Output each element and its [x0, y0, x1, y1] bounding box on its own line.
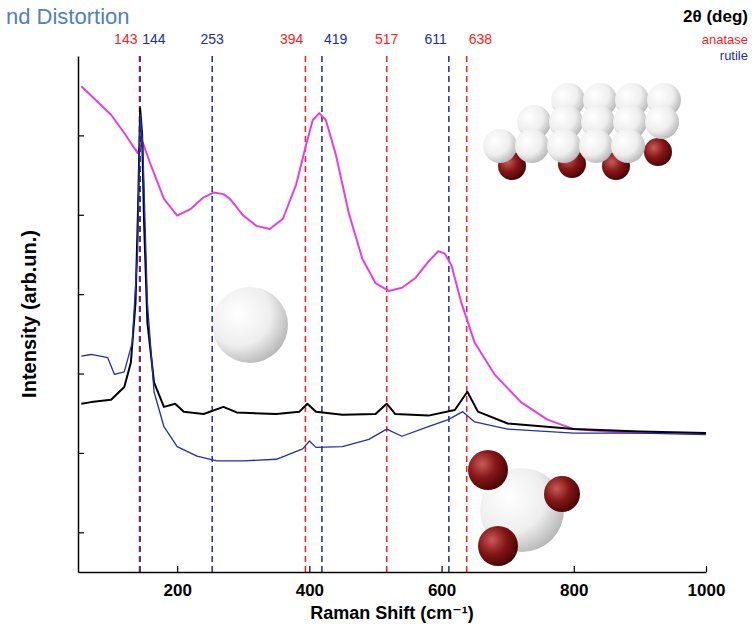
- x-tick-mark: [441, 566, 442, 572]
- y-tick-mark: [78, 294, 84, 295]
- x-tick: 200: [163, 566, 191, 600]
- y-axis-line: [78, 57, 80, 573]
- x-tick-label: 1000: [688, 581, 726, 600]
- reference-label: 611: [425, 31, 448, 47]
- white-sphere: [212, 287, 288, 363]
- x-tick-label: 800: [560, 581, 588, 600]
- reference-line: [466, 56, 468, 572]
- red-sphere: [478, 526, 518, 566]
- x-tick-label: 600: [428, 581, 456, 600]
- title: nd Distortion: [6, 4, 130, 29]
- y-axis: [78, 57, 84, 573]
- reference-label: 253: [201, 31, 225, 47]
- red-sphere: [644, 138, 672, 166]
- x-tick-mark: [574, 566, 575, 572]
- x-tick-mark: [309, 566, 310, 572]
- y-tick-mark: [78, 532, 84, 533]
- reference-line: [386, 56, 388, 572]
- plot-area: [81, 56, 706, 572]
- white-sphere: [483, 129, 517, 163]
- spectrum-line: [81, 108, 706, 433]
- legend-entry: anatase: [702, 32, 748, 47]
- legend-entry: rutile: [720, 48, 748, 63]
- chart: 200 400 600 800 1000 143 394 517 638 144 253 419 611…: [0, 0, 756, 628]
- reference-line: [448, 56, 450, 572]
- annotation: 2θ (deg): [683, 7, 748, 26]
- y-tick: [78, 135, 84, 136]
- reference-line: [321, 56, 323, 572]
- y-tick-mark: [78, 215, 84, 216]
- decoration: [212, 83, 681, 566]
- reference-label: 419: [324, 31, 348, 47]
- y-tick: [78, 215, 84, 216]
- x-axis-title: Raman Shift (cm⁻¹): [310, 603, 474, 623]
- y-tick: [78, 453, 84, 454]
- y-tick-mark: [78, 373, 84, 374]
- red-sphere: [544, 476, 580, 512]
- y-tick-mark: [78, 453, 84, 454]
- x-tick-label: 200: [163, 581, 191, 600]
- reference-label: 638: [469, 31, 493, 47]
- reference-label: 144: [142, 31, 166, 47]
- reference-line: [211, 56, 213, 572]
- x-tick-mark: [177, 566, 178, 572]
- reference-label: 517: [375, 31, 399, 47]
- spectrum-line: [81, 86, 706, 433]
- x-axis-line: [79, 572, 707, 574]
- y-tick: [78, 294, 84, 295]
- y-tick-mark: [78, 135, 84, 136]
- white-sphere: [645, 105, 679, 139]
- x-tick: 800: [560, 566, 588, 600]
- x-tick: 600: [428, 566, 456, 600]
- red-sphere: [468, 450, 508, 490]
- x-tick: 1000: [688, 566, 726, 600]
- y-tick: [78, 532, 84, 533]
- reference-label: 143: [114, 31, 138, 47]
- spectrum-line: [81, 115, 706, 461]
- x-tick-mark: [706, 566, 707, 572]
- white-sphere: [515, 129, 549, 163]
- white-sphere: [611, 129, 645, 163]
- x-tick: 400: [296, 566, 324, 600]
- y-axis-title: Intensity (arb.un.): [18, 230, 40, 398]
- reference-label: 394: [280, 31, 304, 47]
- x-tick-label: 400: [296, 581, 324, 600]
- reference-line: [305, 56, 307, 572]
- y-tick: [78, 374, 84, 375]
- white-sphere: [579, 129, 613, 163]
- white-sphere: [547, 129, 581, 163]
- x-axis: 200 400 600 800 1000: [79, 566, 726, 600]
